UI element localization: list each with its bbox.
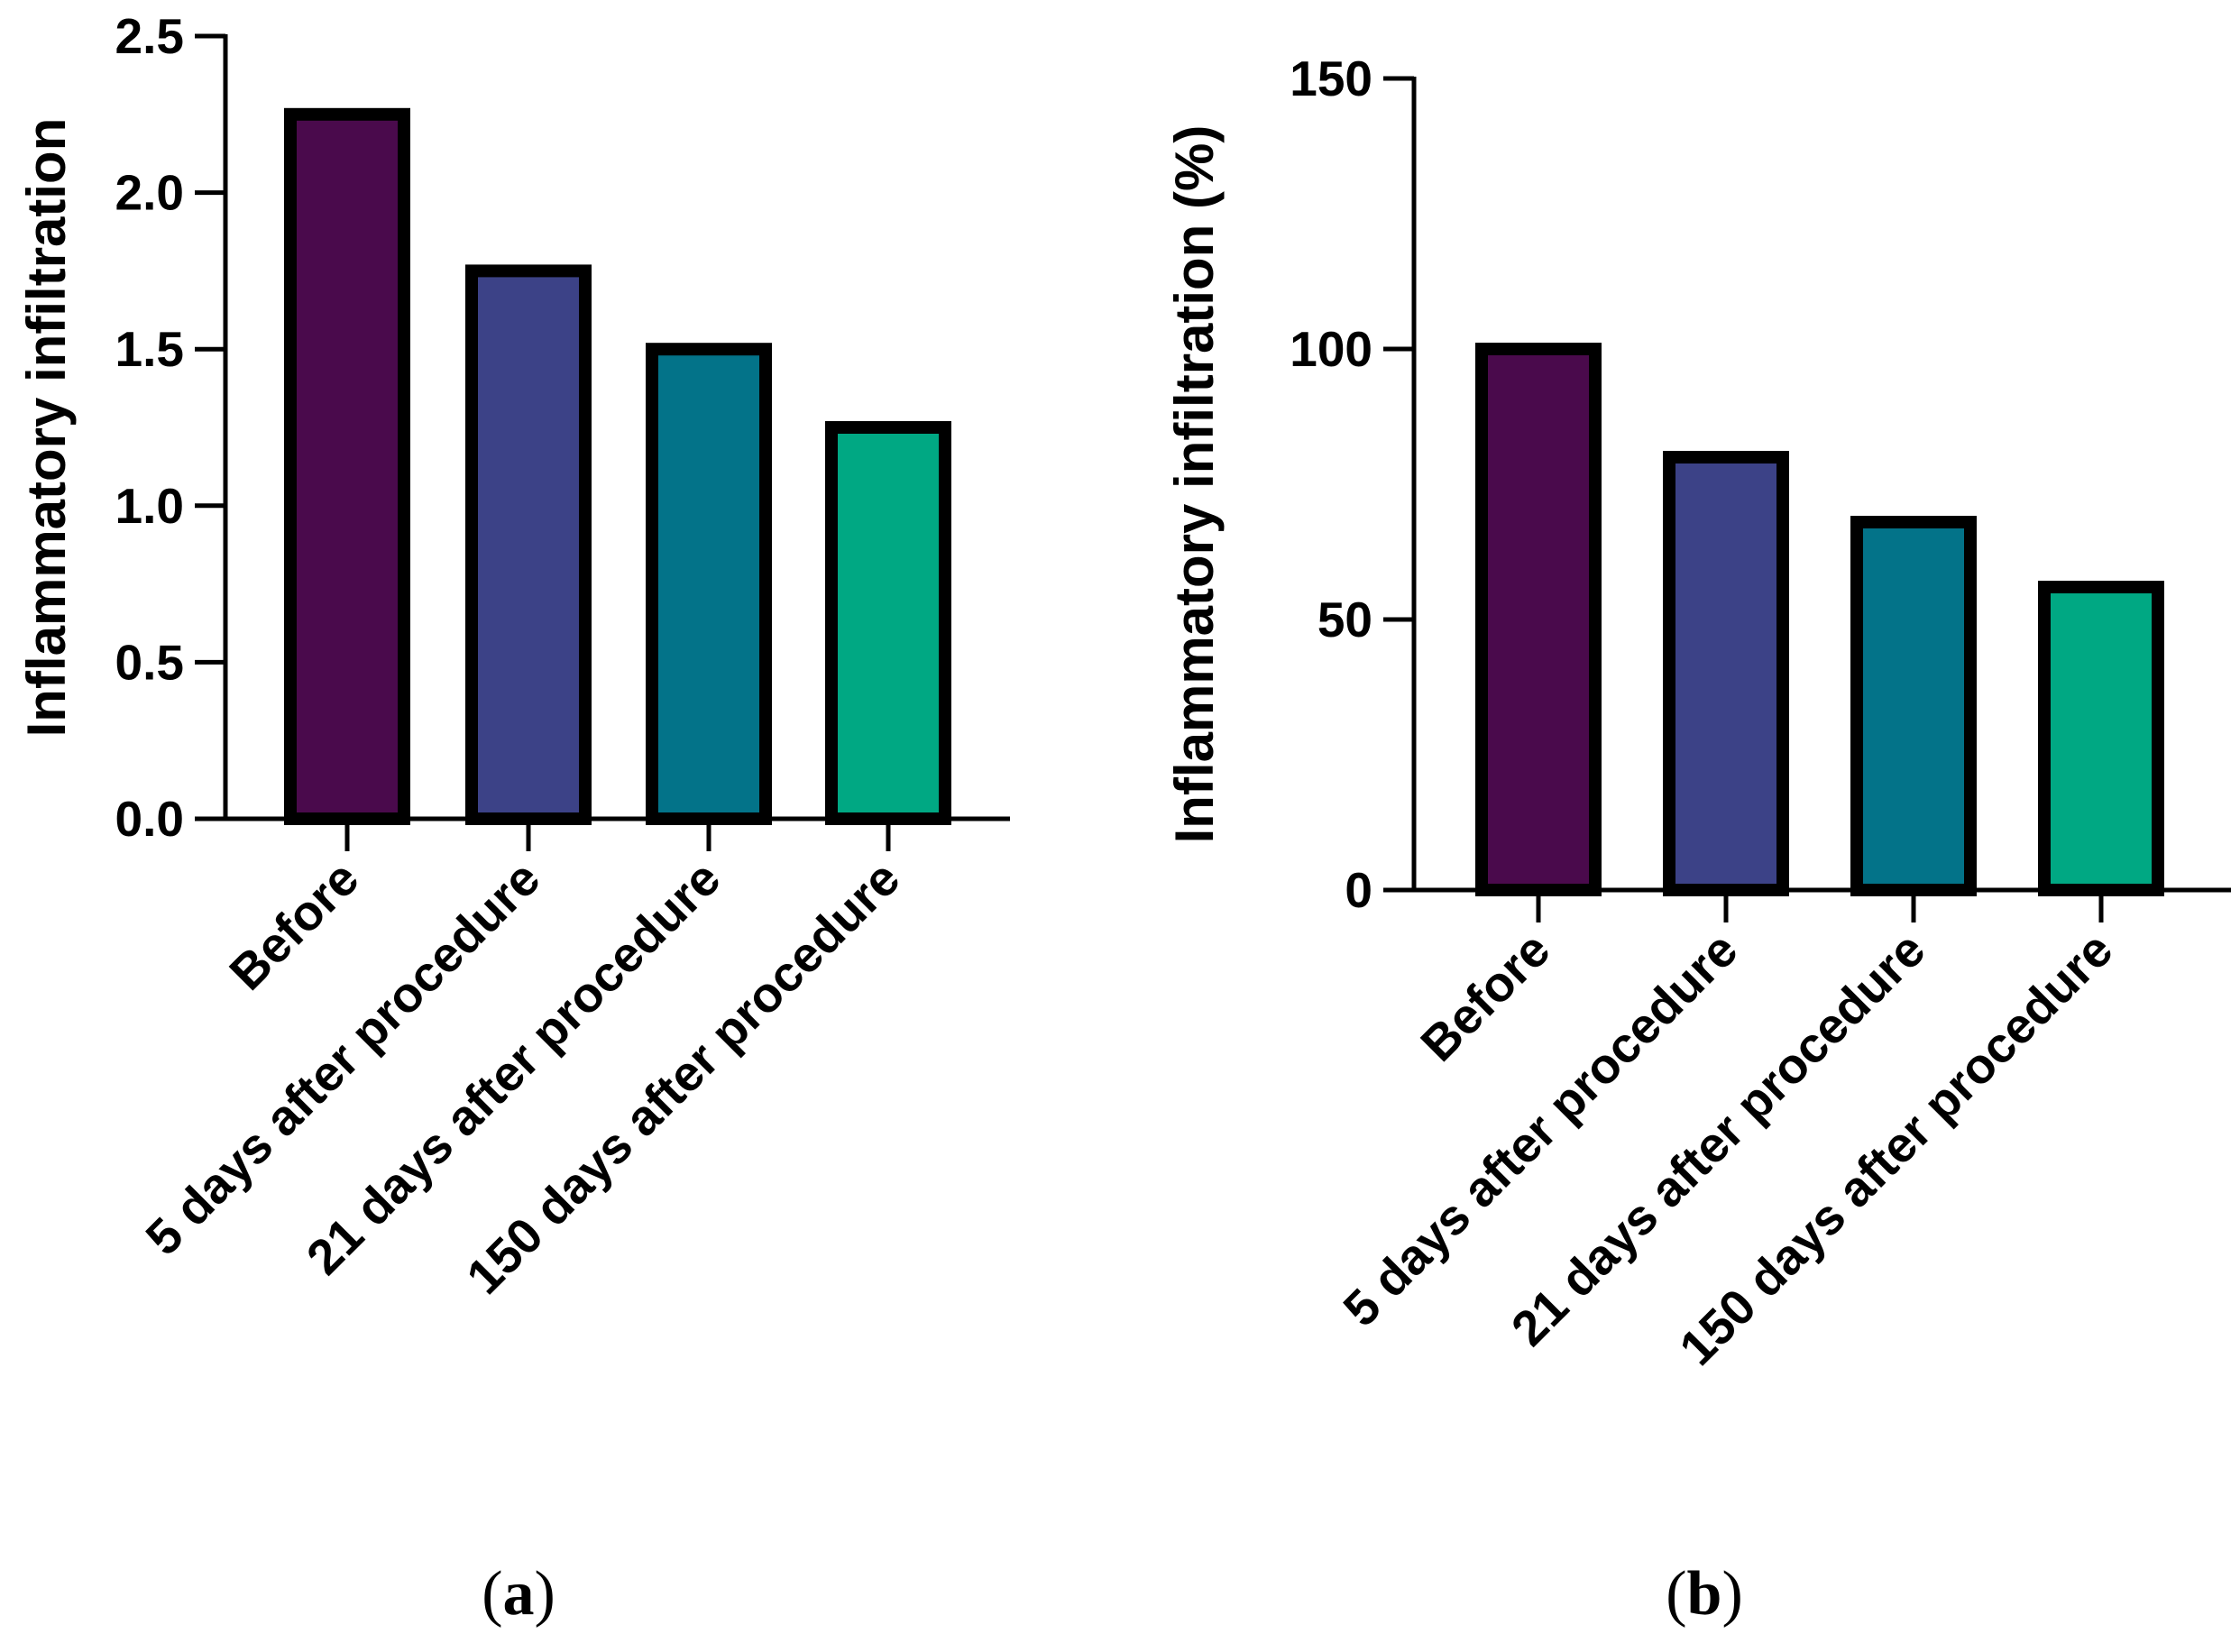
panel-a-category-label: Before [218, 850, 369, 1001]
panel-b-bar-3 [1850, 516, 1977, 896]
panel-a-caption: (a) [482, 1559, 555, 1629]
panel-a-bar-4 [825, 421, 951, 825]
panel-a-y-tick-label: 2.0 [115, 165, 184, 221]
panel-a-caption-letter: a [503, 1559, 535, 1629]
panel-b-y-tick-label: 50 [1317, 592, 1372, 647]
panel-b-category-label: 5 days after procedure [1332, 922, 1748, 1337]
panel-b-caption: (b) [1666, 1559, 1743, 1629]
panel-a-y-tick-label: 0.5 [115, 634, 184, 690]
panel-b-bar-4 [2038, 581, 2164, 896]
panel-a-caption-close: ) [535, 1559, 555, 1629]
panel-b-bar-2 [1663, 451, 1789, 896]
panel-b-caption-close: ) [1721, 1559, 1742, 1629]
panel-a-caption-open: ( [482, 1559, 502, 1629]
panel-b-y-tick-label: 0 [1345, 862, 1372, 918]
panel-b-y-tick-label: 100 [1290, 321, 1372, 377]
panel-a-y-tick-label: 2.5 [115, 8, 184, 64]
panel-a-bar-1 [284, 107, 410, 826]
panel-b-y-tick-label: 150 [1290, 50, 1372, 106]
panel-a-y-tick-label: 1.0 [115, 478, 184, 534]
panel-b-caption-open: ( [1666, 1559, 1686, 1629]
panel-a-bar-3 [646, 343, 772, 825]
panel-a-bar-2 [465, 264, 592, 825]
panel-b-category-label: Before [1409, 922, 1560, 1072]
panel-b-y-axis-title: Inflammatory infiltration (%) [1164, 125, 1225, 844]
panel-a-y-tick-label: 0.0 [115, 791, 184, 847]
panel-a-y-axis-title: Inflammatory infiltration [16, 118, 77, 738]
panel-b-caption-letter: b [1687, 1559, 1722, 1629]
panel-b-bar-1 [1475, 343, 1602, 896]
panel-a-y-tick-label: 1.5 [115, 321, 184, 377]
